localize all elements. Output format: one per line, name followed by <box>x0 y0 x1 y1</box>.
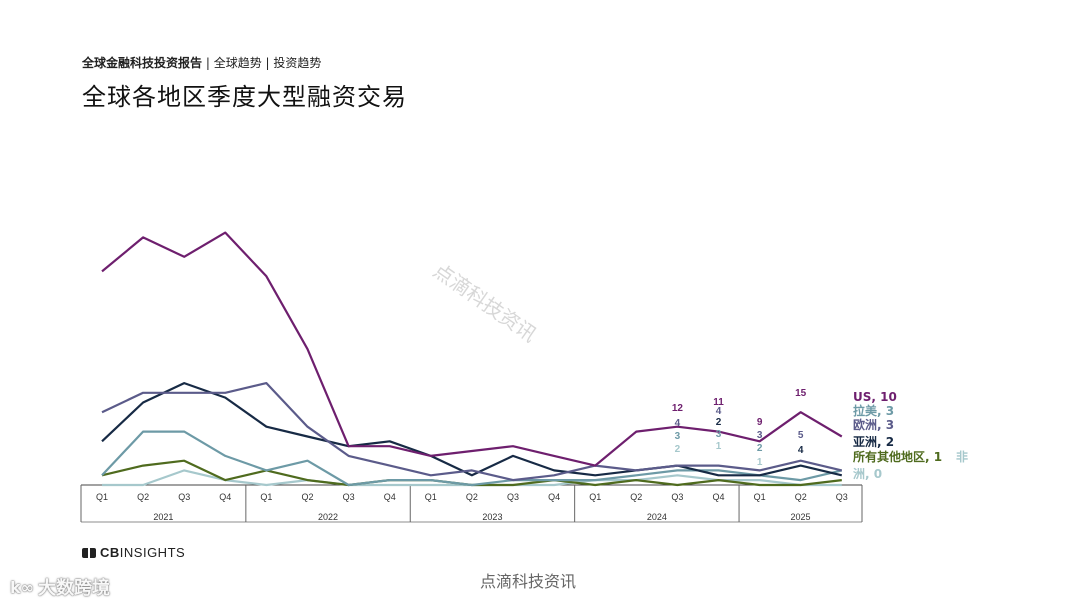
data-label: 12 <box>672 403 684 414</box>
logo-mark-icon <box>82 547 96 558</box>
year-label: 2025 <box>791 512 811 522</box>
watermark-corner-text: 大数跨境 <box>37 578 110 599</box>
quarter-tick-label: Q3 <box>343 492 355 502</box>
logo-cb: CB <box>100 545 120 560</box>
series-lines <box>101 231 843 487</box>
quarter-tick-label: Q4 <box>712 492 724 502</box>
series-end-label: US, 10 <box>853 390 897 404</box>
series-line <box>101 430 843 487</box>
quarter-tick-label: Q2 <box>137 492 149 502</box>
quarter-tick-label: Q2 <box>301 492 313 502</box>
series-end-label: 亚洲, 2 <box>853 435 894 449</box>
data-label: 1 <box>716 441 722 452</box>
quarter-tick-label: Q4 <box>548 492 560 502</box>
data-label: 2 <box>675 444 681 455</box>
data-label: 11 <box>713 397 724 408</box>
cbinsights-logo: CBINSIGHTS <box>82 545 185 560</box>
logo-insights: INSIGHTS <box>119 545 186 560</box>
quarter-tick-label: Q3 <box>836 492 848 502</box>
series-end-label: 洲, 0 <box>853 467 882 481</box>
quarter-tick-label: Q3 <box>507 492 519 502</box>
year-label: 2021 <box>153 512 173 522</box>
watermark-corner: k∞ 大数跨境 <box>10 574 110 600</box>
breadcrumb-path: | 全球趋势 | 投资趋势 <box>202 56 322 70</box>
quarter-tick-label: Q3 <box>671 492 683 502</box>
year-label: 2023 <box>482 512 502 522</box>
series-line <box>101 231 843 467</box>
page-title: 全球各地区季度大型融资交易 <box>82 83 407 111</box>
report-header: 全球金融科技投资报告 | 全球趋势 | 投资趋势 全球各地区季度大型融资交易 <box>82 54 407 112</box>
data-label: 2 <box>757 443 763 454</box>
series-end-label: 欧洲, 3 <box>853 417 894 432</box>
year-label: 2024 <box>647 512 667 522</box>
series-line <box>101 382 843 482</box>
quarter-tick-label: Q3 <box>178 492 190 502</box>
breadcrumb-report: 全球金融科技投资报告 <box>82 56 203 70</box>
quarter-tick-label: Q1 <box>589 492 601 502</box>
data-label: 3 <box>716 429 722 440</box>
data-label: 4 <box>716 406 722 417</box>
data-label: 3 <box>675 431 681 442</box>
quarter-tick-label: Q2 <box>795 492 807 502</box>
series-line <box>101 382 843 477</box>
watermark-bottom: 点滴科技资讯 <box>480 572 577 591</box>
x-axis: Q1 Q2 Q3 Q4 Q1 Q2 Q3 Q4 Q1 Q2 Q3 Q4 Q1 Q2 Q3 Q4 Q1 Q2 Q3 20… <box>80 484 863 523</box>
data-label: 4 <box>798 445 804 456</box>
series-end-label: 拉美, 3 <box>853 403 894 418</box>
quarter-tick-label: Q4 <box>384 492 396 502</box>
quarter-tick-label: Q2 <box>630 492 642 502</box>
data-label: 9 <box>757 417 763 428</box>
watermark-logo-icon: k∞ <box>10 577 34 597</box>
data-label: 3 <box>757 430 763 441</box>
series-end-label: 所有其他地区, 1 <box>853 449 942 464</box>
data-label: 2 <box>716 417 722 428</box>
quarter-tick-label: Q1 <box>754 492 766 502</box>
data-label: 5 <box>798 430 804 441</box>
series-end-label: 非 <box>956 449 968 464</box>
year-label: 2022 <box>318 512 338 522</box>
quarter-tick-label: Q1 <box>425 492 437 502</box>
quarter-tick-label: Q4 <box>219 492 231 502</box>
quarter-tick-label: Q2 <box>466 492 478 502</box>
quarter-tick-label: Q1 <box>260 492 272 502</box>
data-label: 4 <box>675 418 681 429</box>
data-label: 15 <box>795 388 807 399</box>
data-label: 1 <box>757 457 763 468</box>
quarter-tick-label: Q1 <box>96 492 108 502</box>
breadcrumb: 全球金融科技投资报告 | 全球趋势 | 投资趋势 <box>82 54 407 71</box>
